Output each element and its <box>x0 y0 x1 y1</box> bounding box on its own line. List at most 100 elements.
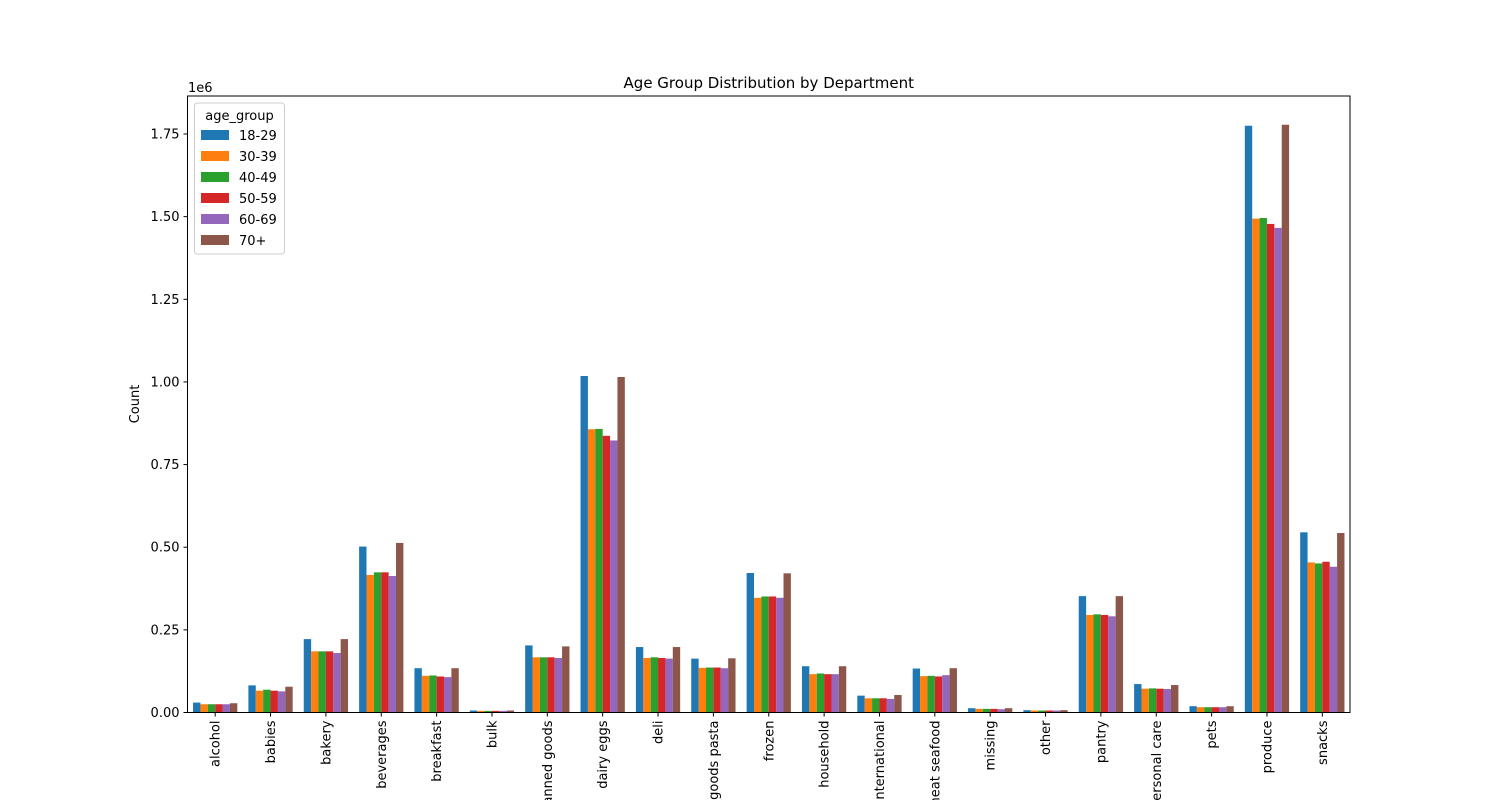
bar-other-18-29 <box>1023 710 1031 713</box>
bar-meat-seafood-30-39 <box>920 676 928 713</box>
bar-dairy-eggs-70+ <box>617 376 625 713</box>
bar-breakfast-50-59 <box>436 676 444 713</box>
legend-swatch-40-49 <box>201 172 229 182</box>
legend-swatch-70+ <box>201 235 229 245</box>
y-tick-label: 0.75 <box>151 458 180 473</box>
bar-alcohol-60-69 <box>222 704 230 713</box>
bar-other-70+ <box>1060 710 1068 713</box>
x-tick-label: alcohol <box>209 721 224 767</box>
bar-bulk-50-59 <box>491 710 500 713</box>
bar-personal-care-18-29 <box>1134 684 1142 713</box>
y-axis-label: Count <box>128 385 143 424</box>
bar-deli-60-69 <box>665 658 673 713</box>
x-tick-label: bakery <box>319 720 334 765</box>
x-tick-label: breakfast <box>430 721 445 782</box>
x-tick-label: frozen <box>762 721 777 762</box>
bar-produce-18-29 <box>1244 125 1253 713</box>
bar-canned-goods-30-39 <box>532 657 540 713</box>
bar-dairy-eggs-50-59 <box>602 435 611 713</box>
bar-pets-40-49 <box>1204 707 1212 713</box>
chart-title: Age Group Distribution by Department <box>624 74 915 92</box>
bar-bakery-30-39 <box>311 651 319 713</box>
y-offset-label: 1e6 <box>188 81 213 96</box>
bar-beverages-60-69 <box>388 575 397 713</box>
bar-bulk-40-49 <box>484 710 492 713</box>
bar-missing-30-39 <box>975 708 983 713</box>
bar-bulk-18-29 <box>469 710 478 713</box>
bar-meat-seafood-70+ <box>949 668 957 713</box>
x-tick-label: canned goods <box>541 720 556 800</box>
bar-household-70+ <box>838 666 847 713</box>
x-tick-label: pantry <box>1094 720 1109 763</box>
y-tick-label: 1.25 <box>151 293 180 308</box>
bar-household-50-59 <box>824 674 832 713</box>
bar-deli-18-29 <box>635 647 644 713</box>
bar-missing-70+ <box>1004 708 1013 713</box>
x-tick-label: other <box>1039 720 1054 755</box>
x-tick-label: beverages <box>375 720 390 789</box>
bar-deli-50-59 <box>658 657 666 713</box>
legend-label-50-59: 50-59 <box>239 192 277 207</box>
bar-bakery-60-69 <box>333 653 341 713</box>
x-tick-label: deli <box>652 721 667 744</box>
bar-snacks-30-39 <box>1307 562 1315 713</box>
bar-babies-30-39 <box>255 690 264 713</box>
bar-breakfast-30-39 <box>421 675 430 713</box>
y-tick-label: 1.00 <box>151 375 180 390</box>
bar-snacks-60-69 <box>1329 566 1338 713</box>
legend-swatch-50-59 <box>201 193 229 203</box>
bar-produce-40-49 <box>1259 217 1267 713</box>
bar-pantry-18-29 <box>1078 596 1087 713</box>
bar-missing-50-59 <box>990 708 998 713</box>
x-tick-label: dry goods pasta <box>707 721 722 801</box>
bar-meat-seafood-50-59 <box>934 676 943 713</box>
bar-pantry-30-39 <box>1086 614 1094 713</box>
bar-produce-60-69 <box>1274 227 1282 713</box>
bar-international-50-59 <box>879 698 887 713</box>
bar-household-18-29 <box>801 666 810 713</box>
bar-missing-40-49 <box>982 708 991 713</box>
bar-dry-goods-pasta-40-49 <box>706 667 714 713</box>
bar-bakery-50-59 <box>325 651 334 713</box>
bar-frozen-40-49 <box>761 596 769 713</box>
bar-missing-60-69 <box>997 709 1005 713</box>
bar-frozen-60-69 <box>776 597 784 713</box>
bar-other-60-69 <box>1052 710 1061 713</box>
x-tick-label: bulk <box>485 720 500 748</box>
bar-canned-goods-50-59 <box>547 657 555 713</box>
bar-pets-60-69 <box>1218 707 1227 713</box>
y-tick-label: 1.75 <box>151 128 180 143</box>
bar-alcohol-18-29 <box>193 702 201 713</box>
bar-meat-seafood-40-49 <box>927 675 935 713</box>
bar-meat-seafood-18-29 <box>912 668 921 713</box>
legend-label-60-69: 60-69 <box>239 213 277 228</box>
legend-swatch-18-29 <box>201 130 229 140</box>
bar-breakfast-40-49 <box>429 675 437 713</box>
legend-items: 18-29 30-39 40-49 50-59 60-69 70+ <box>201 129 277 249</box>
bar-breakfast-18-29 <box>414 668 422 713</box>
bar-pets-18-29 <box>1189 706 1197 713</box>
bar-produce-50-59 <box>1266 223 1275 713</box>
y-tick-label: 0.00 <box>151 706 180 721</box>
bar-babies-50-59 <box>270 690 278 713</box>
bar-produce-70+ <box>1281 124 1290 713</box>
bar-alcohol-70+ <box>229 703 238 713</box>
bar-pets-30-39 <box>1196 707 1205 713</box>
bar-international-30-39 <box>864 698 873 713</box>
bar-bulk-70+ <box>506 710 515 713</box>
bar-bakery-70+ <box>340 639 349 713</box>
bar-frozen-18-29 <box>746 573 754 713</box>
legend-swatch-60-69 <box>201 214 229 224</box>
axes-layer: 0.00 0.25 0.50 0.75 1.00 1.25 1.50 1.75 alcohol b… <box>151 128 1331 805</box>
bar-frozen-30-39 <box>753 597 762 713</box>
bar-alcohol-30-39 <box>200 704 208 713</box>
bar-breakfast-60-69 <box>443 677 452 713</box>
bar-snacks-18-29 <box>1300 532 1308 713</box>
legend-label-30-39: 30-39 <box>239 150 277 165</box>
bar-household-40-49 <box>816 673 825 713</box>
bar-dairy-eggs-30-39 <box>587 429 596 713</box>
bar-canned-goods-18-29 <box>525 645 533 713</box>
bar-beverages-70+ <box>396 542 404 713</box>
